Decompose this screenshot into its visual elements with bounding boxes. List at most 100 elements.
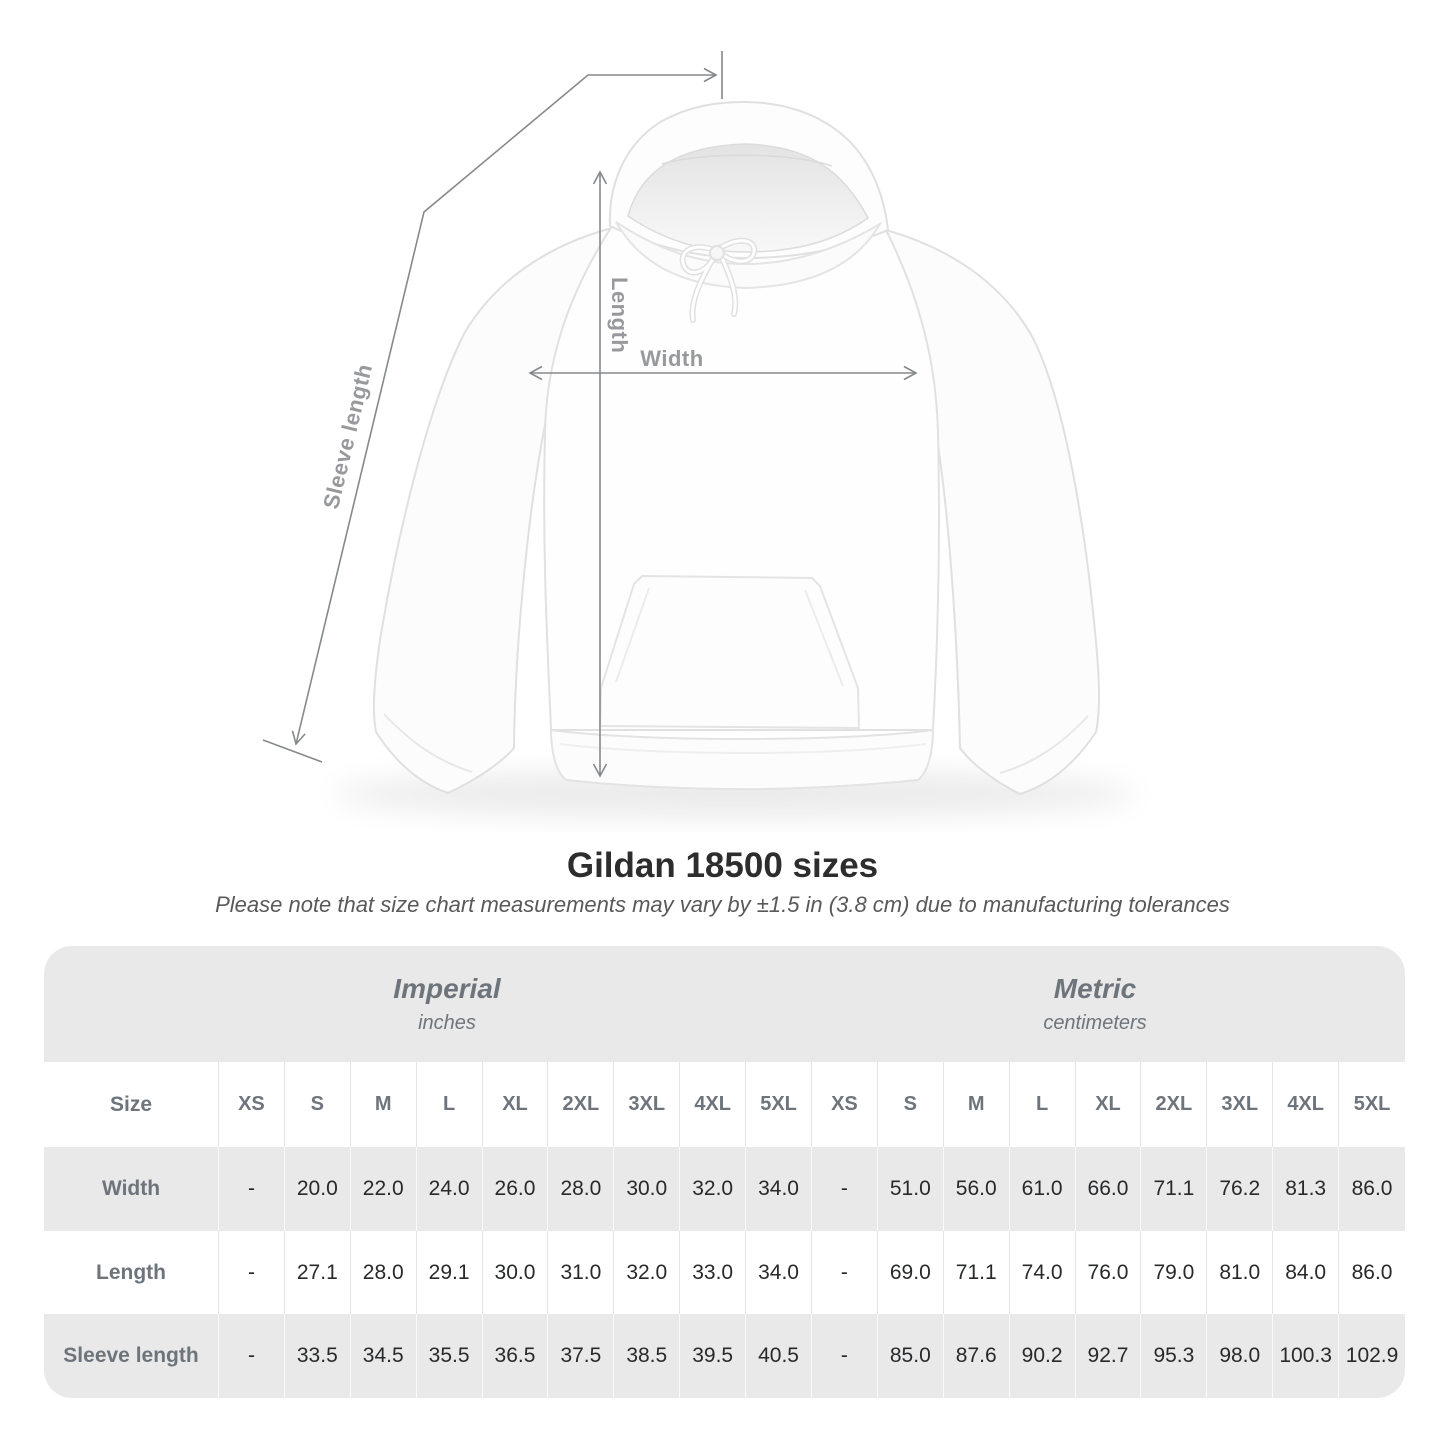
size-column-header: Size xyxy=(44,1062,219,1147)
cell-sleeve-length-metric-3xl: 98.0 xyxy=(1207,1314,1274,1398)
cell-length-metric-4xl: 84.0 xyxy=(1273,1231,1340,1314)
column-header-metric-xs: XS xyxy=(812,1062,878,1147)
cell-length-imperial-s: 27.1 xyxy=(285,1231,351,1314)
column-header-imperial-5xl: 5XL xyxy=(746,1062,812,1147)
cell-width-metric-xs: - xyxy=(812,1147,878,1231)
column-header-metric-2xl: 2XL xyxy=(1141,1062,1208,1147)
group-header-metric: Metric centimeters xyxy=(1043,973,1146,1035)
cell-sleeve-length-metric-5xl: 102.9 xyxy=(1345,1344,1399,1367)
cell-width-metric-5xl: 86.0 xyxy=(1351,1177,1393,1200)
cell-length-metric-m: 71.1 xyxy=(944,1231,1010,1314)
width-label: Width xyxy=(640,346,703,371)
page-title: Gildan 18500 sizes xyxy=(566,846,879,885)
cell-width-imperial-2xl: 28.0 xyxy=(548,1147,615,1231)
cell-sleeve-length-metric-4xl: 100.3 xyxy=(1273,1314,1340,1398)
size-table: Imperial inches Metric centimeters Size XS S M L… xyxy=(44,946,1405,1398)
cell-width-imperial-m: 22.0 xyxy=(351,1147,417,1231)
column-header-imperial-s: S xyxy=(285,1062,351,1147)
column-header-imperial-m: M xyxy=(351,1062,417,1147)
cell-width-imperial-4xl: 32.0 xyxy=(680,1147,747,1231)
hoodie-pocket xyxy=(599,575,860,729)
cell-width-imperial-5xl: 34.0 xyxy=(746,1147,812,1231)
group-label-metric: Metric xyxy=(1053,973,1137,1004)
cell-width-metric-3xl: 76.2 xyxy=(1207,1147,1274,1231)
cell-length-metric-s: 69.0 xyxy=(878,1231,944,1314)
cell-sleeve-length-imperial-5xl: 40.5 xyxy=(746,1314,812,1398)
group-label-imperial: Imperial xyxy=(393,973,501,1004)
table-column-header-row: Size XS S M L XL 2XL 3XL 4XL 5XL XS S M L XL 2XL 3XL 4XL 5… xyxy=(44,1062,1405,1147)
cell-width-imperial-l: 24.0 xyxy=(417,1147,483,1231)
cell-sleeve-length-metric-s: 85.0 xyxy=(878,1314,944,1398)
cell-length-imperial-2xl: 31.0 xyxy=(548,1231,615,1314)
cell-width-metric-2xl: 71.1 xyxy=(1141,1147,1208,1231)
group-sublabel-centimeters: centimeters xyxy=(1043,1012,1147,1034)
cell-width-metric-m: 56.0 xyxy=(944,1147,1010,1231)
cell-sleeve-length-imperial-4xl: 39.5 xyxy=(680,1314,747,1398)
measurement-lines xyxy=(262,51,918,778)
ground-shadow xyxy=(335,770,1135,818)
cell-width-imperial-s: 20.0 xyxy=(285,1147,351,1231)
cell-sleeve-length-imperial-m: 34.5 xyxy=(351,1314,417,1398)
length-label: Length xyxy=(607,277,632,353)
cell-width-imperial-xs: - xyxy=(219,1147,285,1231)
sleeve-length-bottom-tick xyxy=(262,739,323,763)
cell-length-metric-xl: 76.0 xyxy=(1076,1231,1142,1314)
cell-sleeve-length-imperial-2xl: 37.5 xyxy=(548,1314,615,1398)
cell-length-imperial-m: 28.0 xyxy=(351,1231,417,1314)
cell-length-imperial-4xl: 33.0 xyxy=(680,1231,747,1314)
cell-sleeve-length-imperial-l: 35.5 xyxy=(417,1314,483,1398)
cell-length-metric-3xl: 81.0 xyxy=(1207,1231,1274,1314)
hoodie-illustration xyxy=(335,100,1135,818)
row-label-width: Width xyxy=(44,1147,219,1231)
right-cuff-seam xyxy=(999,715,1089,774)
table-row-sleeve-length: Sleeve length -33.5 34.5 35.5 36.5 37.5 38.5 39… xyxy=(44,1314,1405,1398)
cell-sleeve-length-metric-m: 87.6 xyxy=(944,1314,1010,1398)
cell-sleeve-length-imperial-xl: 36.5 xyxy=(483,1314,549,1398)
sleeve-length-line xyxy=(291,67,718,746)
cell-width-metric-s: 51.0 xyxy=(878,1147,944,1231)
cell-length-metric-xs: - xyxy=(812,1231,878,1314)
column-header-imperial-2xl: 2XL xyxy=(548,1062,615,1147)
column-header-imperial-4xl: 4XL xyxy=(680,1062,747,1147)
cell-sleeve-length-imperial-3xl: 38.5 xyxy=(614,1314,681,1398)
hoodie-measurement-diagram: Length Width Sleeve length xyxy=(262,51,1135,818)
sleeve-length-label: Sleeve length xyxy=(318,361,377,511)
hoodie-hem-band xyxy=(549,728,935,790)
column-header-metric-xl: XL xyxy=(1076,1062,1142,1147)
column-header-imperial-3xl: 3XL xyxy=(614,1062,681,1147)
cell-sleeve-length-metric-xl: 92.7 xyxy=(1076,1314,1142,1398)
column-header-imperial-xs: XS xyxy=(219,1062,285,1147)
cell-width-metric-4xl: 81.3 xyxy=(1273,1147,1340,1231)
table-group-header-row: Imperial inches Metric centimeters xyxy=(44,946,1405,1062)
cell-length-metric-l: 74.0 xyxy=(1010,1231,1076,1314)
cell-sleeve-length-imperial-s: 33.5 xyxy=(285,1314,351,1398)
row-label-length: Length xyxy=(44,1231,219,1314)
cell-length-imperial-5xl: 34.0 xyxy=(746,1231,812,1314)
cell-length-imperial-xs: - xyxy=(219,1231,285,1314)
column-header-metric-5xl: 5XL xyxy=(1353,1093,1391,1115)
cell-width-metric-l: 61.0 xyxy=(1010,1147,1076,1231)
drawstring-knot xyxy=(709,245,725,261)
cell-width-metric-xl: 66.0 xyxy=(1076,1147,1142,1231)
column-header-metric-l: L xyxy=(1010,1062,1076,1147)
table-row-length: Length -27.1 28.0 29.1 30.0 31.0 32.0 33.0 34.0-… xyxy=(44,1231,1405,1314)
tolerance-note: Please note that size chart measurements… xyxy=(215,892,1230,917)
row-label-sleeve-length: Sleeve length xyxy=(44,1314,219,1398)
group-header-imperial: Imperial inches xyxy=(393,973,500,1035)
cell-length-imperial-xl: 30.0 xyxy=(483,1231,549,1314)
column-header-metric-3xl: 3XL xyxy=(1207,1062,1274,1147)
cell-sleeve-length-metric-2xl: 95.3 xyxy=(1141,1314,1208,1398)
cell-width-imperial-3xl: 30.0 xyxy=(614,1147,681,1231)
cell-length-metric-2xl: 79.0 xyxy=(1141,1231,1208,1314)
column-header-metric-4xl: 4XL xyxy=(1273,1062,1340,1147)
table-row-width: Width -20.0 22.0 24.0 26.0 28.0 30.0 32.0 34.0-5… xyxy=(44,1147,1405,1231)
pocket-stitch-right xyxy=(804,589,844,687)
cell-length-imperial-3xl: 32.0 xyxy=(614,1231,681,1314)
column-header-imperial-xl: XL xyxy=(483,1062,549,1147)
column-header-metric-m: M xyxy=(944,1062,1010,1147)
cell-width-imperial-xl: 26.0 xyxy=(483,1147,549,1231)
column-header-metric-s: S xyxy=(878,1062,944,1147)
column-header-imperial-l: L xyxy=(417,1062,483,1147)
cell-length-metric-5xl: 86.0 xyxy=(1351,1260,1393,1284)
